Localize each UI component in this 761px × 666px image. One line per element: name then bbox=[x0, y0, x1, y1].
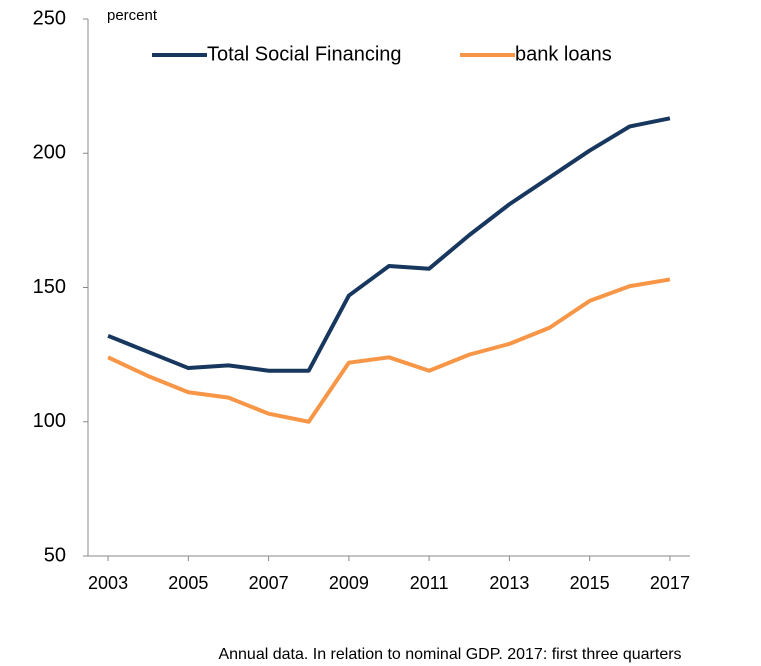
y-tick-label: 250 bbox=[33, 7, 66, 29]
y-tick-label: 100 bbox=[33, 410, 66, 432]
x-tick-label: 2007 bbox=[249, 573, 289, 593]
x-tick-label: 2011 bbox=[410, 573, 449, 593]
y-tick-label: 150 bbox=[33, 276, 66, 298]
x-tick-label: 2017 bbox=[650, 573, 690, 593]
y-tick-label: 200 bbox=[33, 142, 66, 164]
x-tick-label: 2009 bbox=[329, 573, 369, 593]
x-tick-label: 2003 bbox=[88, 573, 128, 593]
note: Annual data. In relation to nominal GDP.… bbox=[218, 646, 681, 663]
x-tick-label: 2015 bbox=[570, 573, 610, 593]
legend-label: bank loans bbox=[515, 43, 612, 65]
legend-label: Total Social Financing bbox=[207, 43, 402, 65]
y-axis-label: percent bbox=[107, 7, 158, 24]
x-tick-label: 2005 bbox=[168, 573, 208, 593]
series-line bbox=[107, 116, 671, 373]
y-tick-label: 50 bbox=[44, 544, 66, 566]
x-tick-label: 2013 bbox=[489, 573, 529, 593]
series-line bbox=[107, 277, 671, 424]
